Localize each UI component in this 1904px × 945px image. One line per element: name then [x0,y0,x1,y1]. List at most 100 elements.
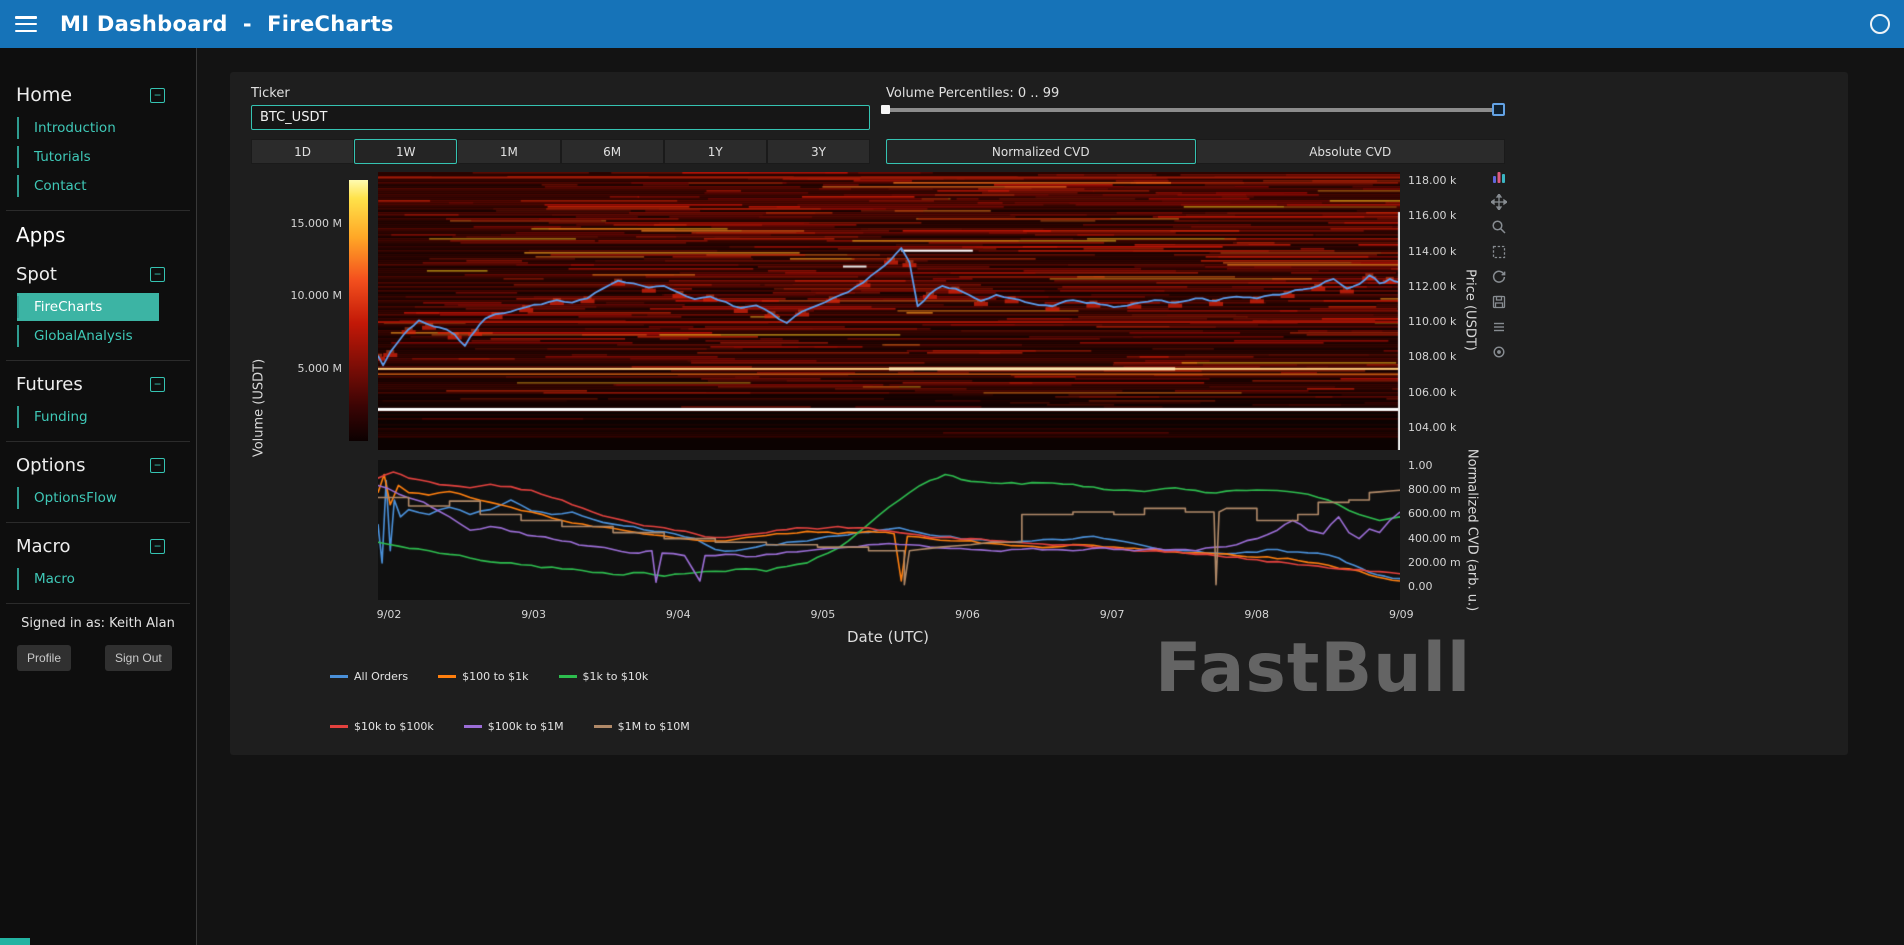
sidebar-item-optionsflow[interactable]: OptionsFlow [17,484,159,512]
cvd-tick-label: 400.00 m [1408,532,1461,545]
sidebar-divider [6,603,190,604]
spot-section-header: Spot − [0,261,196,287]
slider-handle-max[interactable] [1492,103,1505,116]
colorbar-tick-label: 10.000 M [230,289,342,302]
date-tick-label: 9/06 [945,608,989,621]
date-tick-label: 9/09 [1379,608,1423,621]
timeframe-6m-button[interactable]: 6M [561,139,664,164]
options-section-header: Options − [0,452,196,478]
legend-label: $10k to $100k [354,720,434,733]
slider-handle-min[interactable] [881,105,890,114]
app-title: MI Dashboard - FireCharts [60,12,394,36]
cvd-tick-label: 200.00 m [1408,556,1461,569]
sidebar-divider [6,210,190,211]
cvd-tick-label: 600.00 m [1408,507,1461,520]
timeframe-1y-button[interactable]: 1Y [664,139,767,164]
date-tick-label: 9/05 [801,608,845,621]
cvd-chart-canvas[interactable] [378,460,1400,600]
sidebar-divider [6,441,190,442]
price-tick-label: 114.00 k [1408,245,1456,258]
sign-out-button[interactable]: Sign Out [105,645,172,671]
legend-swatch [330,675,348,678]
sidebar-divider [6,522,190,523]
save-icon[interactable] [1490,293,1508,311]
sidebar-divider [6,360,190,361]
timeframe-1d-button[interactable]: 1D [251,139,354,164]
plotly-logo-icon[interactable] [1490,168,1508,186]
ticker-input[interactable] [251,105,870,130]
timeframe-button-group: 1D 1W 1M 6M 1Y 3Y [251,139,870,164]
legend-item[interactable]: $10k to $100k [330,720,434,733]
collapse-home-button[interactable]: − [150,88,165,103]
menu-icon[interactable] [15,16,37,32]
sidebar-item-contact[interactable]: Contact [17,172,159,200]
timeframe-1w-button[interactable]: 1W [354,139,457,164]
home-section-header: Home − [0,82,196,108]
legend-item[interactable]: $100 to $1k [438,670,528,683]
volume-axis-title: Volume (USDT) [252,359,267,457]
price-tick-label: 108.00 k [1408,350,1456,363]
legend-label: $100k to $1M [488,720,564,733]
legend-item[interactable]: $1M to $10M [594,720,690,733]
legend-swatch [330,725,348,728]
profile-button[interactable]: Profile [17,645,71,671]
volume-heatmap-canvas[interactable] [378,172,1400,450]
sidebar-item-introduction[interactable]: Introduction [17,114,159,142]
collapse-macro-button[interactable]: − [150,539,165,554]
legend-label: All Orders [354,670,408,683]
timeframe-3y-button[interactable]: 3Y [767,139,870,164]
autoscale-icon[interactable] [1490,268,1508,286]
legend-item[interactable]: $1k to $10k [559,670,649,683]
legend-label: $1M to $10M [618,720,690,733]
date-tick-label: 9/04 [656,608,700,621]
cvd-axis-title: Normalized CVD (arb. u.) [1465,449,1480,611]
pan-icon[interactable] [1490,193,1508,211]
dashboard-panel: Ticker 1D 1W 1M 6M 1Y 3Y Volume Percenti… [230,72,1848,755]
zoom-icon[interactable] [1490,218,1508,236]
macro-section-title: Macro [16,536,70,557]
date-tick-label: 9/07 [1090,608,1134,621]
box-select-icon[interactable] [1490,243,1508,261]
header: MI Dashboard - FireCharts [0,0,1904,48]
price-tick-label: 112.00 k [1408,280,1456,293]
volume-percentiles-label: Volume Percentiles: 0 .. 99 [886,86,1059,101]
date-tick-label: 9/03 [512,608,556,621]
absolute-cvd-button[interactable]: Absolute CVD [1196,139,1506,164]
sidebar-item-globalanalysis[interactable]: GlobalAnalysis [17,322,159,350]
status-circle-icon [1870,14,1890,34]
sidebar-item-macro[interactable]: Macro [17,565,159,593]
date-tick-label: 9/02 [367,608,411,621]
price-tick-label: 104.00 k [1408,421,1456,434]
sidebar-item-tutorials[interactable]: Tutorials [17,143,159,171]
collapse-options-button[interactable]: − [150,458,165,473]
volume-colorbar [349,180,368,441]
volume-percentile-slider-track[interactable] [886,108,1505,112]
colorbar-tick-label: 5.000 M [230,362,342,375]
legend-row-2: $10k to $100k $100k to $1M $1M to $10M [330,720,690,733]
price-axis-title: Price (USDT) [1463,269,1478,351]
bottom-corner-accent [0,938,30,945]
sidebar-item-firecharts[interactable]: FireCharts [17,293,159,321]
cvd-mode-button-group: Normalized CVD Absolute CVD [886,139,1505,164]
cvd-tick-label: 1.00 [1408,459,1433,472]
sidebar: Home − Introduction Tutorials Contact Ap… [0,48,197,945]
collapse-futures-button[interactable]: − [150,377,165,392]
legend-swatch [464,725,482,728]
account-buttons: Profile Sign Out [17,645,196,671]
legend-swatch [559,675,577,678]
price-tick-label: 110.00 k [1408,315,1456,328]
legend-row-1: All Orders $100 to $1k $1k to $10k [330,670,648,683]
macro-section-header: Macro − [0,533,196,559]
timeframe-1m-button[interactable]: 1M [457,139,560,164]
sidebar-item-funding[interactable]: Funding [17,403,159,431]
collapse-spot-button[interactable]: − [150,267,165,282]
hover-closest-icon[interactable] [1490,318,1508,336]
home-section-title: Home [16,84,72,106]
legend-item[interactable]: $100k to $1M [464,720,564,733]
date-tick-label: 9/08 [1235,608,1279,621]
legend-item[interactable]: All Orders [330,670,408,683]
hover-compare-icon[interactable] [1490,343,1508,361]
normalized-cvd-button[interactable]: Normalized CVD [886,139,1196,164]
futures-section-header: Futures − [0,371,196,397]
ticker-label: Ticker [251,86,290,101]
